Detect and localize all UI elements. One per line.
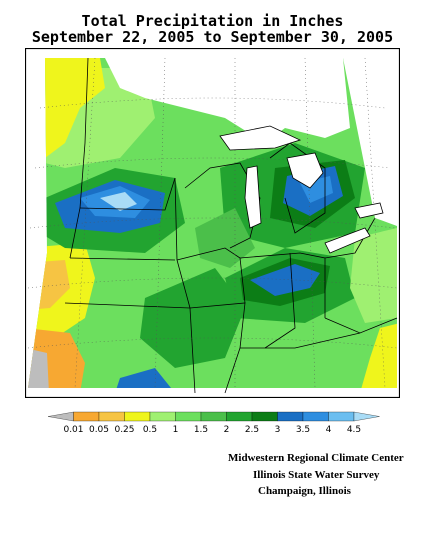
legend-swatch — [328, 411, 355, 422]
lake-erie — [324, 227, 371, 254]
legend-label: 1.5 — [194, 425, 208, 435]
map-frame — [25, 48, 400, 398]
field-1-1.5-east — [350, 228, 397, 323]
legend-label: 0.01 — [63, 425, 83, 435]
legend-color-bar — [47, 411, 380, 422]
credit-location: Champaign, Illinois — [258, 485, 351, 497]
legend-labels: 0.01 0.05 0.25 0.5 1 1.5 2 2.5 3 3.5 4 4.5 — [63, 425, 361, 435]
legend-swatch — [98, 411, 125, 422]
field-2.5-3-mid — [140, 268, 245, 368]
map-date-range: September 22, 2005 to September 30, 2005 — [31, 28, 394, 46]
legend-swatch — [302, 411, 329, 422]
field-0.5-1-east — [360, 323, 397, 388]
legend-swatch — [277, 411, 304, 422]
no-coverage-region — [105, 58, 350, 143]
legend-label: 2.5 — [245, 425, 259, 435]
legend-label: 4 — [326, 425, 332, 435]
legend-swatch — [200, 411, 227, 422]
lake-ontario — [354, 202, 384, 219]
field-no-data-sw — [28, 348, 49, 388]
graticule — [27, 57, 398, 389]
legend-label: 1 — [173, 425, 179, 435]
legend-swatch — [47, 411, 74, 422]
legend-label: 2 — [224, 425, 230, 435]
legend-label: 4.5 — [347, 425, 361, 435]
legend-swatch — [149, 411, 176, 422]
legend-label: 0.25 — [114, 425, 134, 435]
legend-label: 3.5 — [296, 425, 310, 435]
legend-swatch — [251, 411, 278, 422]
legend-swatch — [226, 411, 253, 422]
legend-swatch — [175, 411, 202, 422]
legend-swatch — [124, 411, 151, 422]
credit-mrcc: Midwestern Regional Climate Center — [228, 452, 404, 464]
legend-label: 0.05 — [89, 425, 109, 435]
legend-label: 3 — [275, 425, 281, 435]
credit-isws: Illinois State Water Survey — [253, 469, 380, 481]
map-title: Total Precipitation in Inches — [81, 12, 344, 30]
precipitation-legend: 0.01 0.05 0.25 0.5 1 1.5 2 2.5 3 3.5 4 4.5 — [47, 411, 380, 435]
legend-swatch — [73, 411, 100, 422]
field-3-3.5-south — [115, 368, 175, 388]
precipitation-map — [25, 48, 400, 398]
field-2-2.5-wi — [195, 208, 255, 268]
state-boundaries — [64, 57, 398, 394]
lake-huron — [286, 152, 324, 189]
lake-michigan — [244, 165, 262, 229]
legend-swatch — [353, 411, 380, 422]
great-lakes — [219, 125, 384, 254]
field-3-3.5-in — [250, 264, 320, 296]
legend-label: 0.5 — [143, 425, 157, 435]
field-0.5-1-north — [40, 58, 105, 158]
lake-superior — [219, 125, 302, 151]
field-4.5-plus-mn — [100, 192, 137, 211]
